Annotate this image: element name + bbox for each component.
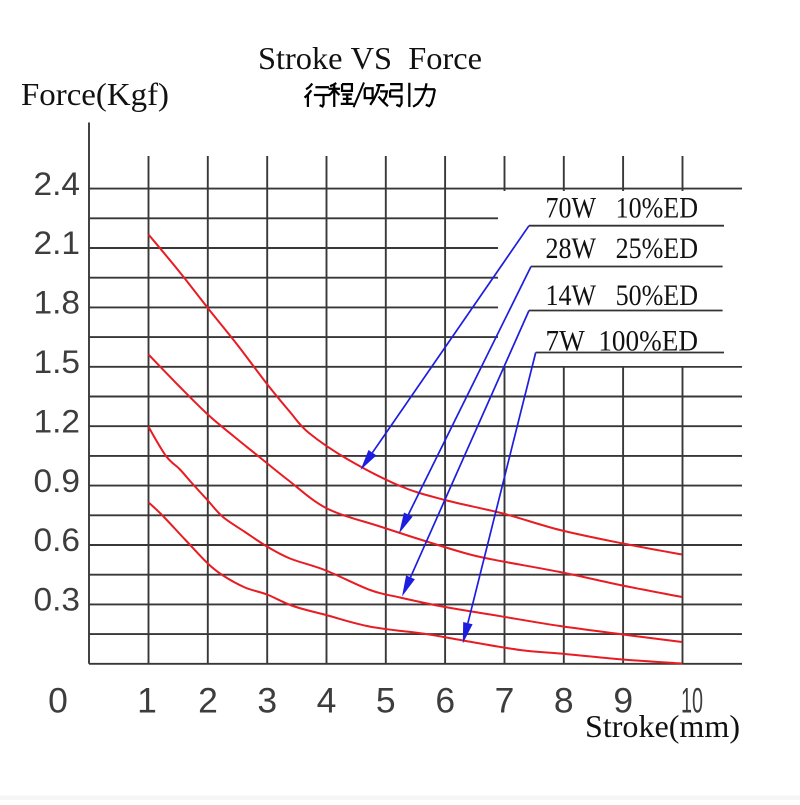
svg-text:10: 10 xyxy=(681,681,703,721)
svg-text:8: 8 xyxy=(554,681,574,721)
svg-text:Force(Kgf): Force(Kgf) xyxy=(21,76,169,112)
svg-text:6: 6 xyxy=(435,681,455,721)
svg-text:4: 4 xyxy=(317,681,337,721)
svg-text:1.8: 1.8 xyxy=(34,285,81,321)
svg-text:2.1: 2.1 xyxy=(34,225,81,261)
svg-text:1.2: 1.2 xyxy=(34,403,81,439)
svg-text:7: 7 xyxy=(495,681,515,721)
svg-text:2.4: 2.4 xyxy=(34,166,81,202)
svg-text:5: 5 xyxy=(376,681,396,721)
svg-text:0.6: 0.6 xyxy=(34,522,81,558)
svg-text:28W 25%ED: 28W 25%ED xyxy=(546,233,699,265)
svg-text:0.3: 0.3 xyxy=(34,582,81,618)
svg-text:7W 100%ED: 7W 100%ED xyxy=(546,326,699,358)
svg-text:9: 9 xyxy=(613,681,633,721)
svg-text:Stroke VS Force: Stroke VS Force xyxy=(258,41,482,76)
svg-text:0: 0 xyxy=(48,681,68,721)
svg-text:2: 2 xyxy=(198,681,218,721)
svg-text:3: 3 xyxy=(257,681,277,721)
svg-text:0.9: 0.9 xyxy=(34,463,81,499)
svg-text:1.5: 1.5 xyxy=(34,344,81,380)
svg-text:1: 1 xyxy=(137,681,157,721)
svg-text:14W 50%ED: 14W 50%ED xyxy=(546,280,699,312)
svg-text:70W 10%ED: 70W 10%ED xyxy=(546,193,699,225)
svg-text:Stroke(mm): Stroke(mm) xyxy=(585,708,740,744)
